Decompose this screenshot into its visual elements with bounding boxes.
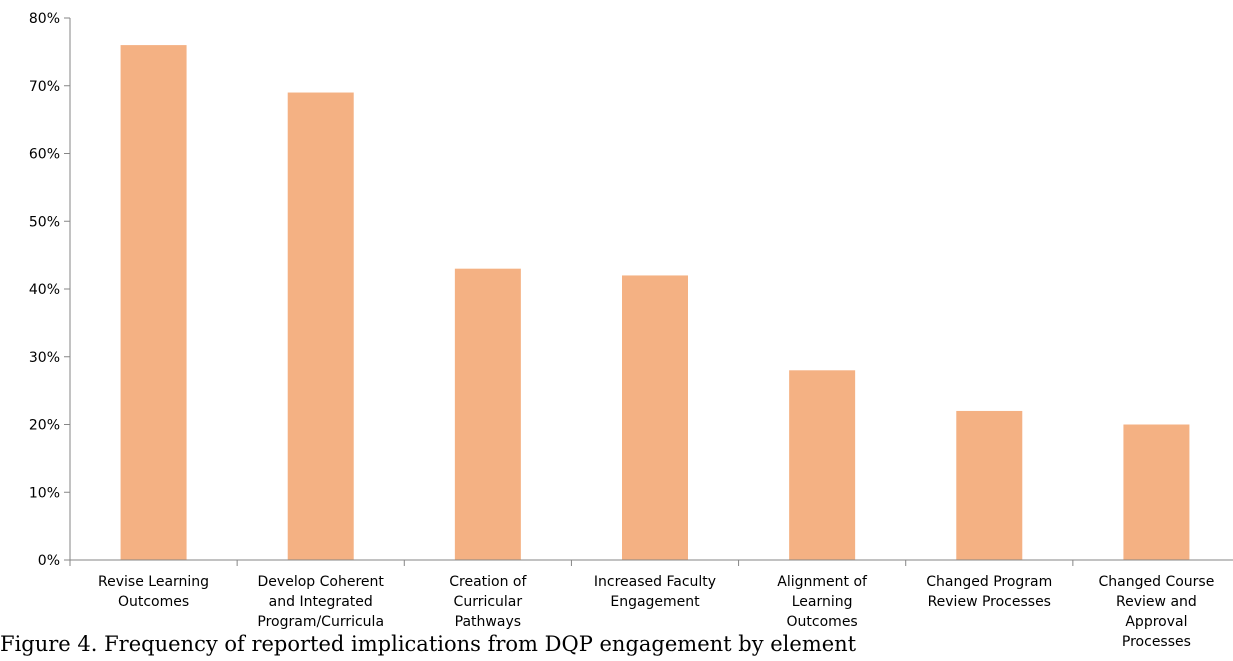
bar bbox=[956, 410, 1023, 560]
bar bbox=[1123, 424, 1190, 560]
category-label: Curricular bbox=[454, 594, 523, 610]
category-label: Revise Learning bbox=[98, 574, 209, 590]
y-tick-label: 50% bbox=[29, 214, 60, 230]
y-tick-label: 20% bbox=[29, 418, 60, 434]
y-tick-label: 70% bbox=[29, 79, 60, 95]
y-tick-label: 0% bbox=[38, 553, 60, 569]
bar bbox=[120, 45, 187, 561]
bars bbox=[120, 45, 1190, 561]
y-tick-label: 40% bbox=[29, 282, 60, 298]
bar bbox=[454, 268, 521, 560]
category-label: Outcomes bbox=[787, 614, 858, 630]
bar bbox=[287, 92, 354, 561]
category-label: Processes bbox=[1122, 634, 1191, 650]
category-label: Develop Coherent bbox=[258, 574, 385, 590]
y-axis: 0% 10% 20% 30% 40% 50% 60% 70% 80% bbox=[29, 11, 70, 569]
category-label: Program/Curricula bbox=[257, 614, 384, 630]
y-tick-label: 80% bbox=[29, 11, 60, 27]
category-label: Approval bbox=[1125, 614, 1187, 630]
category-label: Engagement bbox=[610, 594, 700, 610]
x-axis-labels: Revise Learning Outcomes Develop Coherent a… bbox=[69, 560, 1215, 650]
category-label: Increased Faculty bbox=[594, 574, 716, 590]
category-label: Pathways bbox=[455, 614, 521, 630]
bar bbox=[789, 370, 856, 560]
category-label: Changed Course bbox=[1099, 574, 1215, 590]
category-label: Review Processes bbox=[928, 594, 1051, 610]
category-label: and Integrated bbox=[269, 594, 373, 610]
bar bbox=[622, 275, 688, 560]
category-label: Review and bbox=[1116, 594, 1197, 610]
category-label: Creation of bbox=[449, 574, 527, 590]
y-tick-label: 60% bbox=[29, 147, 60, 163]
figure-caption: Figure 4. Frequency of reported implicat… bbox=[0, 632, 857, 656]
category-label: Changed Program bbox=[926, 574, 1052, 590]
category-label: Outcomes bbox=[118, 594, 189, 610]
category-label: Alignment of bbox=[777, 574, 868, 590]
y-tick-label: 30% bbox=[29, 350, 60, 366]
y-tick-label: 10% bbox=[29, 485, 60, 501]
category-label: Learning bbox=[792, 594, 853, 610]
